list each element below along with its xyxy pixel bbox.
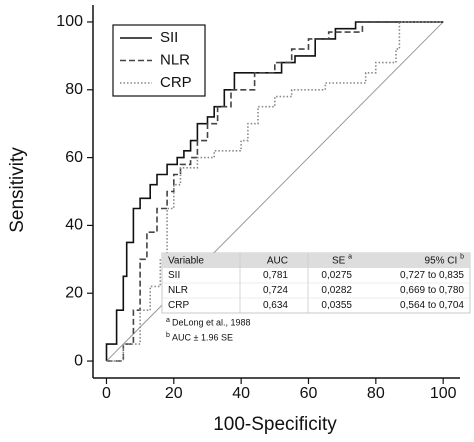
table-cell: 0,0282 — [321, 285, 352, 296]
roc-curve — [106, 21, 444, 362]
table-cell: 0,781 — [263, 270, 288, 281]
table-header: Variable — [168, 255, 204, 266]
table-cell: 0,564 to 0,704 — [400, 300, 464, 311]
y-tick-label: 100 — [56, 13, 83, 30]
table-cell: 0,727 to 0,835 — [400, 270, 464, 281]
footnote-text: AUC ± 1.96 SE — [172, 332, 233, 342]
x-tick-label: 40 — [232, 385, 250, 402]
legend-label: NLR — [160, 51, 190, 68]
y-tick-label: 20 — [65, 284, 83, 301]
table-cell: 0,724 — [263, 285, 288, 296]
legend-label: SII — [160, 29, 178, 46]
legend-label: CRP — [160, 74, 192, 91]
table-cell: 0,669 to 0,780 — [400, 285, 464, 296]
table-cell: 0,0355 — [321, 300, 352, 311]
roc-curve — [106, 21, 444, 362]
header-mark: a — [348, 253, 352, 260]
legend-box — [112, 24, 206, 97]
footnote-mark: b — [166, 332, 170, 339]
y-tick-label: 80 — [65, 81, 83, 98]
table-cell: 0,0275 — [321, 270, 352, 281]
y-tick-label: 60 — [65, 149, 83, 166]
table-cell: 0,634 — [263, 300, 288, 311]
y-tick-label: 0 — [74, 352, 83, 369]
footnote-mark: a — [166, 317, 170, 324]
header-text: AUC — [267, 255, 288, 266]
roc-curve — [105, 21, 444, 361]
table-header-bg — [162, 253, 470, 268]
x-tick-label: 80 — [367, 385, 385, 402]
y-axis-title: Sensitivity — [7, 147, 28, 233]
table-header: SE a — [332, 253, 352, 266]
table-cell: SII — [168, 270, 180, 281]
x-axis-title: 100-Specificity — [213, 414, 337, 435]
table-cell: NLR — [168, 285, 188, 296]
x-tick-label: 20 — [165, 385, 183, 402]
x-tick-label: 0 — [102, 385, 111, 402]
table-cell: CRP — [168, 300, 189, 311]
header-text: SE — [332, 255, 348, 266]
footnote-text: DeLong et al., 1988 — [172, 317, 251, 327]
y-tick-label: 40 — [65, 217, 83, 234]
header-text: 95% CI — [425, 255, 461, 266]
x-tick-label: 100 — [430, 385, 457, 402]
table-header: 95% CI b — [425, 253, 465, 266]
table-header: AUC — [267, 255, 288, 266]
x-tick-label: 60 — [300, 385, 318, 402]
header-text: Variable — [168, 255, 204, 266]
header-mark: b — [460, 253, 464, 260]
